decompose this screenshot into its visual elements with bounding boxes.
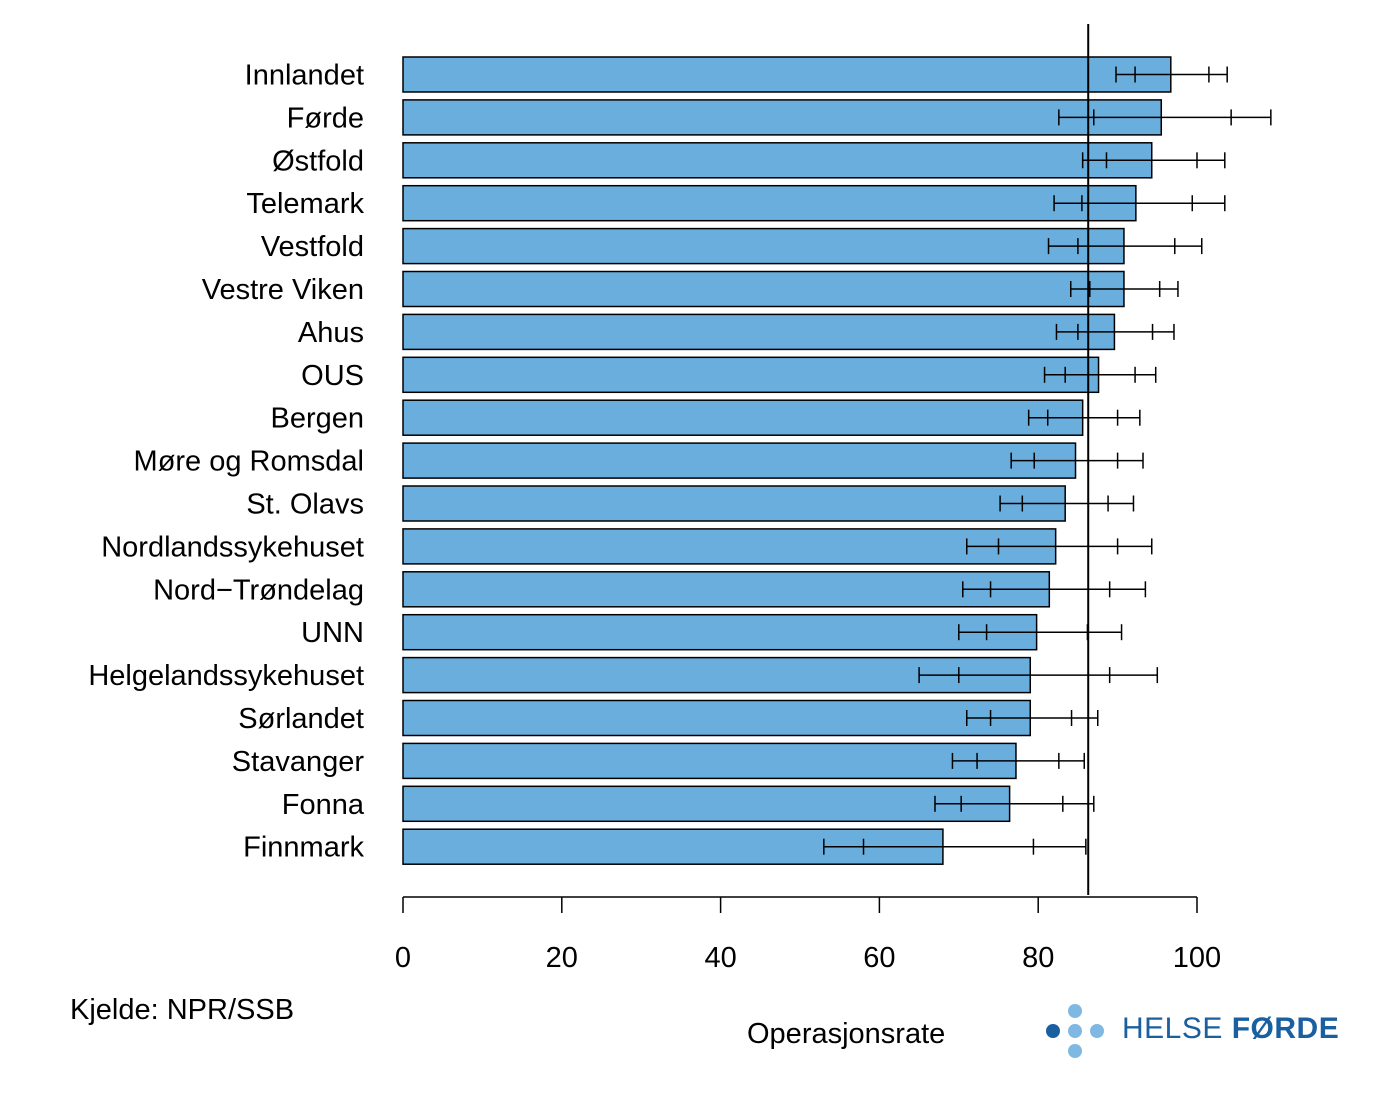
category-label-stavanger: Stavanger bbox=[232, 746, 365, 778]
category-label-f-rde: Førde bbox=[287, 102, 364, 134]
x-tick-label-40: 40 bbox=[704, 942, 736, 974]
bar-f-rde bbox=[402, 99, 1163, 136]
x-tick-label-100: 100 bbox=[1173, 942, 1221, 974]
source-note: Kjelde: NPR/SSB bbox=[70, 994, 295, 1026]
bar-vestre-viken bbox=[402, 270, 1125, 308]
bar-st-olavs bbox=[402, 485, 1066, 522]
bar-stfold bbox=[402, 142, 1153, 179]
bar-unn bbox=[402, 613, 1038, 651]
bars-group bbox=[402, 56, 1172, 865]
logo-dot-right bbox=[1090, 1024, 1104, 1038]
x-axis-label: Operasjonsrate bbox=[747, 1018, 946, 1050]
bar-chart: Innlandet Førde Østfold Telemark Vestfold Ves… bbox=[88, 24, 1272, 974]
bar-m-re-og-romsdal bbox=[402, 442, 1077, 479]
bar-fonna bbox=[402, 785, 1011, 823]
logo-dot-top bbox=[1068, 1004, 1082, 1018]
category-label-helgelandssykehuset: Helgelandssykehuset bbox=[88, 660, 364, 692]
category-label-s-rlandet: Sørlandet bbox=[238, 703, 364, 735]
bar-vestfold bbox=[402, 227, 1125, 265]
x-tick-label-80: 80 bbox=[1022, 942, 1054, 974]
bar-ous bbox=[402, 356, 1100, 394]
category-label-fonna: Fonna bbox=[282, 789, 365, 821]
logo-dot-center bbox=[1068, 1024, 1082, 1038]
logo-dot-left bbox=[1046, 1024, 1060, 1038]
logo-text-light: HELSE bbox=[1122, 1012, 1232, 1045]
logo-dot-bottom bbox=[1068, 1044, 1082, 1058]
category-label-unn: UNN bbox=[301, 617, 364, 649]
category-labels-group: Innlandet Førde Østfold Telemark Vestfold Ves… bbox=[88, 60, 365, 864]
x-tick-label-60: 60 bbox=[863, 942, 895, 974]
bar-nordlandssykehuset bbox=[402, 528, 1057, 565]
category-label-ous: OUS bbox=[301, 360, 364, 392]
category-label-ahus: Ahus bbox=[298, 317, 364, 349]
category-label-finnmark: Finnmark bbox=[243, 832, 364, 864]
category-label-bergen: Bergen bbox=[270, 403, 364, 435]
bar-nord-tr-ndelag bbox=[402, 571, 1051, 608]
logo-text: HELSE FØRDE bbox=[1122, 1012, 1339, 1046]
x-tick-label-20: 20 bbox=[546, 942, 578, 974]
category-label-innlandet: Innlandet bbox=[245, 60, 364, 92]
x-tick-label-0: 0 bbox=[395, 942, 411, 974]
bar-bergen bbox=[402, 399, 1084, 436]
category-label-m-re-og-romsdal: Møre og Romsdal bbox=[134, 446, 364, 478]
bar-innlandet bbox=[402, 56, 1172, 93]
bar-telemark bbox=[402, 184, 1137, 222]
category-label-vestfold: Vestfold bbox=[261, 231, 364, 263]
category-label-nordlandssykehuset: Nordlandssykehuset bbox=[101, 531, 364, 563]
category-label-st-olavs: St. Olavs bbox=[246, 489, 364, 521]
bar-stavanger bbox=[402, 742, 1017, 780]
category-label-vestre-viken: Vestre Viken bbox=[202, 274, 364, 306]
category-label-nord-tr-ndelag: Nord−Trøndelag bbox=[153, 574, 364, 606]
x-axis: 0 20 40 60 80 100 bbox=[395, 896, 1221, 974]
category-label-stfold: Østfold bbox=[272, 145, 364, 177]
error-bars-group bbox=[823, 66, 1272, 855]
bar-ahus bbox=[402, 313, 1116, 351]
category-label-telemark: Telemark bbox=[246, 188, 364, 220]
helse-forde-logo: HELSE FØRDE bbox=[1040, 1000, 1340, 1064]
bar-s-rlandet bbox=[402, 699, 1032, 737]
logo-text-bold: FØRDE bbox=[1231, 1012, 1340, 1045]
